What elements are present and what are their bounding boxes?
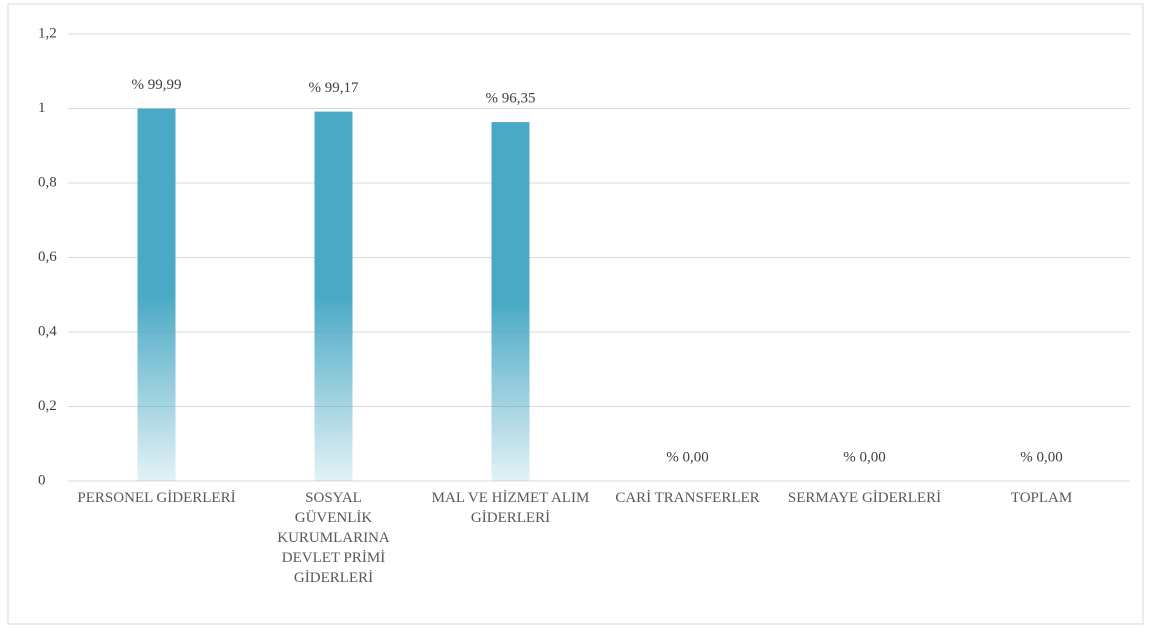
chart-border [7, 3, 1144, 625]
x-tick-label: CARİ TRANSFERLER [615, 490, 760, 506]
value-label: % 99,99 [132, 77, 182, 93]
y-tick-label: 1 [38, 100, 46, 116]
y-tick-label: 0,8 [38, 174, 57, 190]
y-tick-label: 0,6 [38, 249, 57, 265]
x-tick-label: SOSYAL GÜVENLİK KURUMLARINA DEVLET PRİMİ… [277, 490, 390, 586]
bar [314, 111, 353, 482]
value-label: % 99,17 [309, 80, 359, 96]
bar [491, 122, 530, 481]
value-label: % 96,35 [486, 91, 536, 107]
bar [137, 108, 176, 482]
value-label: % 0,00 [666, 449, 709, 465]
value-label: % 0,00 [1020, 449, 1063, 465]
y-tick-label: 0 [38, 472, 46, 488]
x-tick-label: SERMAYE GİDERLERİ [787, 490, 942, 506]
y-tick-label: 0,4 [38, 323, 57, 339]
x-tick-label: MAL VE HİZMET ALIM GİDERLERİ [431, 490, 590, 526]
x-tick-label: PERSONEL GİDERLERİ [77, 490, 236, 506]
value-label: % 0,00 [843, 449, 886, 465]
y-tick-label: 1,2 [38, 25, 57, 41]
y-tick-label: 0,2 [38, 398, 57, 414]
x-tick-label: TOPLAM [1010, 490, 1073, 506]
